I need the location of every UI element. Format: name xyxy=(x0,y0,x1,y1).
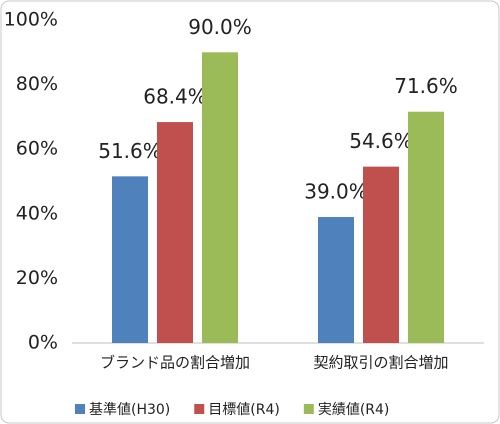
value-label: 68.4% xyxy=(143,85,207,109)
legend-swatch xyxy=(75,404,85,414)
bar xyxy=(112,176,148,343)
legend-label: 実績値(R4) xyxy=(318,402,390,418)
value-label: 51.6% xyxy=(98,139,162,163)
y-tick-label: 0% xyxy=(28,332,58,354)
legend-swatch xyxy=(303,404,314,414)
value-label: 39.0% xyxy=(304,180,368,204)
y-tick-label: 80% xyxy=(16,73,58,95)
bar xyxy=(202,52,238,344)
y-tick-label: 60% xyxy=(16,138,58,160)
y-tick-label: 40% xyxy=(16,202,58,224)
value-label: 90.0% xyxy=(188,15,252,39)
y-tick-label: 100% xyxy=(4,9,58,31)
bar xyxy=(157,122,193,344)
value-label: 54.6% xyxy=(349,129,413,153)
bar xyxy=(363,166,399,343)
y-tick-label: 20% xyxy=(16,267,58,289)
value-label: 71.6% xyxy=(394,74,458,98)
x-tick-label: ブランド品の割合増加 xyxy=(100,354,250,372)
bar xyxy=(318,217,354,343)
legend-label: 基準値(H30) xyxy=(89,401,170,418)
x-tick-label: 契約取引の割合増加 xyxy=(313,354,448,372)
bar xyxy=(408,111,444,344)
legend-label: 目標値(R4) xyxy=(208,402,280,418)
legend-swatch xyxy=(194,404,205,414)
